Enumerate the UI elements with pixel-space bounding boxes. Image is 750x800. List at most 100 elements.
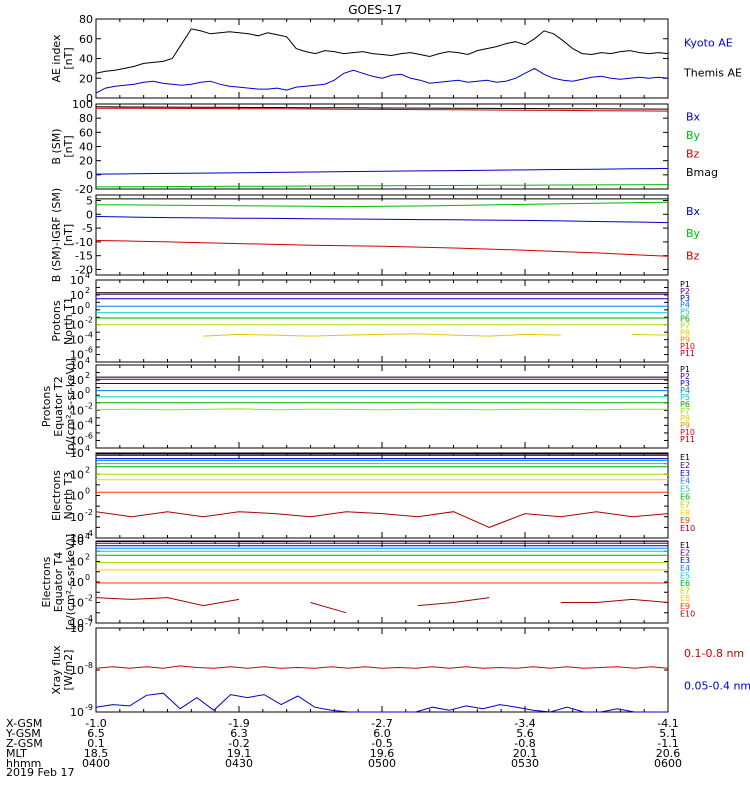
y-tick-label-protons-t2: 10 bbox=[70, 404, 84, 417]
legend-electrons-t3-e6: E6 bbox=[680, 493, 690, 502]
y-tick-label-ae: 0 bbox=[86, 92, 93, 105]
y-tick-label-xray: 10 bbox=[70, 622, 84, 635]
bottom-row-value: 6.0 bbox=[373, 727, 391, 740]
y-tick-label-b-sm: 40 bbox=[79, 141, 93, 154]
y-tick-label-protons-t1: 10 bbox=[70, 304, 84, 317]
y-tick-exponent-electrons-t4: -4 bbox=[85, 614, 93, 623]
series-line-ae-themis-ae bbox=[95, 28, 669, 74]
y-tick-label-b-igrf: -10 bbox=[75, 236, 93, 249]
y-axis-label-xray: [W/m2] bbox=[62, 650, 75, 691]
bottom-row-value: 19.1 bbox=[226, 747, 252, 760]
legend-electrons-t3-e8: E8 bbox=[680, 508, 690, 517]
y-axis-label-ae: AE index bbox=[50, 34, 63, 83]
y-tick-exponent-protons-t2: -6 bbox=[85, 431, 93, 440]
y-tick-label-protons-t2: 10 bbox=[70, 419, 84, 432]
legend-electrons-t3-e7: E7 bbox=[680, 500, 690, 509]
series-line-protons-t1-p8 bbox=[632, 333, 669, 336]
bottom-row-value: -4.1 bbox=[657, 717, 679, 730]
y-tick-exponent-electrons-t3: -4 bbox=[85, 529, 93, 538]
legend-electrons-t4-e3: E3 bbox=[680, 556, 690, 565]
legend-electrons-t4-e8: E8 bbox=[680, 594, 690, 603]
y-tick-label-xray: 10 bbox=[70, 706, 84, 719]
legend-protons-t1-p9: P9 bbox=[680, 335, 690, 344]
legend-protons-t1-p6: P6 bbox=[680, 315, 690, 324]
series-line-electrons-t4-e10 bbox=[417, 597, 490, 607]
y-tick-label-electrons-t3: 10 bbox=[70, 490, 84, 503]
legend-b-sm-bx: Bx bbox=[686, 111, 701, 124]
bottom-row-value: 20.1 bbox=[512, 747, 538, 760]
series-line-b-igrf-by bbox=[95, 201, 669, 208]
legend-b-sm-bz: Bz bbox=[686, 148, 700, 161]
y-tick-exponent-electrons-t4: -2 bbox=[85, 594, 93, 603]
y-axis-label-ae: [nT] bbox=[62, 47, 75, 69]
y-tick-exponent-protons-t2: 4 bbox=[85, 356, 90, 365]
series-line-xray-0-05-0-4-nm bbox=[95, 692, 668, 713]
legend-b-igrf-bz: Bz bbox=[686, 249, 700, 262]
legend-protons-t1-p7: P7 bbox=[680, 321, 690, 330]
series-line-ae-kyoto-ae bbox=[95, 67, 669, 94]
series-line-electrons-t4-e10 bbox=[310, 602, 347, 614]
legend-protons-t2-p7: P7 bbox=[680, 407, 690, 416]
series-line-b-sm-by bbox=[95, 184, 669, 188]
y-tick-exponent-electrons-t4: 0 bbox=[85, 573, 90, 582]
legend-protons-t1-p8: P8 bbox=[680, 328, 690, 337]
y-tick-exponent-electrons-t4: 2 bbox=[85, 553, 90, 562]
legend-protons-t1-p2: P2 bbox=[680, 287, 690, 296]
y-tick-label-electrons-t3: 10 bbox=[70, 511, 84, 524]
y-axis-label-protons-t2: Protons bbox=[40, 386, 53, 427]
legend-xray-0-05-0-4-nm: 0.05-0.4 nm bbox=[684, 679, 750, 692]
legend-protons-t2-p3: P3 bbox=[680, 379, 690, 388]
y-tick-label-protons-t1: 10 bbox=[70, 289, 84, 302]
bottom-row-value: 6.5 bbox=[87, 727, 105, 740]
y-tick-label-protons-t2: 10 bbox=[70, 374, 84, 387]
y-tick-label-b-igrf: -5 bbox=[82, 222, 93, 235]
bottom-row-value: 0430 bbox=[225, 757, 253, 770]
series-line-xray-0-1-0-8-nm bbox=[95, 665, 669, 669]
y-tick-label-protons-t2: 10 bbox=[70, 389, 84, 402]
y-axis-label-b-igrf: B (SM)-IGRF (SM) bbox=[50, 188, 63, 282]
y-tick-label-electrons-t3: 10 bbox=[70, 532, 84, 545]
bottom-row-label: hhmm bbox=[6, 757, 42, 770]
legend-protons-t1-p1: P1 bbox=[680, 280, 690, 289]
y-tick-label-b-sm: 20 bbox=[79, 155, 93, 168]
legend-electrons-t3-e1: E1 bbox=[680, 453, 690, 462]
legend-electrons-t3-e9: E9 bbox=[680, 516, 690, 525]
y-tick-label-protons-t1: 10 bbox=[70, 349, 84, 362]
y-tick-label-b-sm: 0 bbox=[86, 169, 93, 182]
y-axis-label-electrons-t3: North T3 bbox=[62, 472, 75, 520]
legend-b-sm-bmag: Bmag bbox=[686, 166, 718, 179]
y-tick-exponent-electrons-t3: -2 bbox=[85, 508, 93, 517]
y-tick-exponent-protons-t2: 2 bbox=[85, 371, 90, 380]
y-tick-label-electrons-t4: 10 bbox=[70, 535, 84, 548]
legend-protons-t2-p9: P9 bbox=[680, 421, 690, 430]
y-axis-label-electrons-t4: Equator T4 bbox=[52, 552, 65, 612]
y-axis-label-b-igrf: [nT] bbox=[62, 224, 75, 246]
y-tick-label-protons-t1: 10 bbox=[70, 274, 84, 287]
bottom-row-value: 5.6 bbox=[516, 727, 534, 740]
legend-protons-t1-p4: P4 bbox=[680, 301, 690, 310]
y-tick-exponent-protons-t1: 2 bbox=[85, 286, 90, 295]
y-tick-label-ae: 80 bbox=[79, 13, 93, 26]
bottom-row-value: -0.2 bbox=[228, 737, 250, 750]
y-tick-label-electrons-t4: 10 bbox=[70, 576, 84, 589]
bottom-row-value: -0.8 bbox=[514, 737, 536, 750]
y-tick-exponent-protons-t1: 4 bbox=[85, 271, 90, 280]
y-tick-label-protons-t2: 10 bbox=[70, 359, 84, 372]
legend-electrons-t4-e6: E6 bbox=[680, 579, 690, 588]
y-tick-label-b-igrf: -15 bbox=[75, 250, 93, 263]
bottom-row-value: 19.6 bbox=[369, 747, 395, 760]
series-line-electrons-t3-e10 bbox=[95, 511, 669, 528]
bottom-row-value: 6.3 bbox=[230, 727, 248, 740]
y-tick-exponent-xray: -9 bbox=[85, 703, 93, 712]
bottom-row-label: X-GSM bbox=[6, 717, 43, 730]
series-line-b-igrf-bx bbox=[95, 216, 669, 224]
series-line-electrons-t4-e10 bbox=[95, 597, 240, 607]
y-axis-label-electrons-t3: Electrons bbox=[50, 470, 63, 521]
series-line-protons-t1-p8 bbox=[203, 333, 561, 337]
y-tick-label-b-sm: 80 bbox=[79, 112, 93, 125]
y-tick-exponent-electrons-t4: 4 bbox=[85, 532, 90, 541]
series-line-protons-t2-p7 bbox=[95, 408, 669, 411]
y-tick-label-b-igrf: -20 bbox=[75, 263, 93, 276]
y-tick-exponent-protons-t2: -4 bbox=[85, 416, 93, 425]
